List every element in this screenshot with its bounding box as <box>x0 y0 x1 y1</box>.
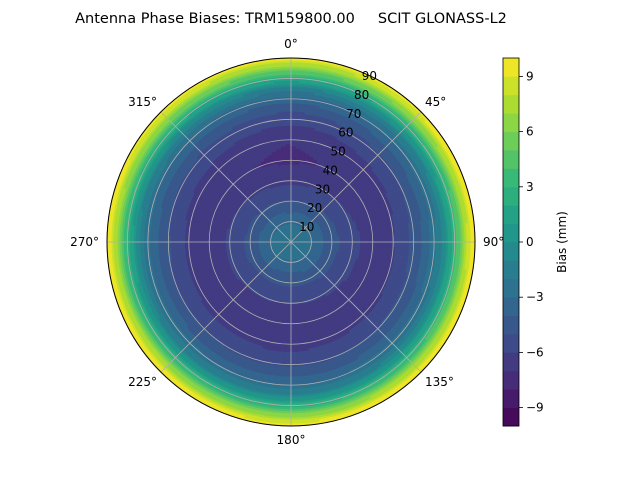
bias-contours <box>107 58 475 426</box>
chart-title: Antenna Phase Biases: TRM159800.00 SCIT … <box>75 11 507 27</box>
polar-plot: 0°45°90°135°180°225°270°315° 10203040506… <box>70 37 504 447</box>
